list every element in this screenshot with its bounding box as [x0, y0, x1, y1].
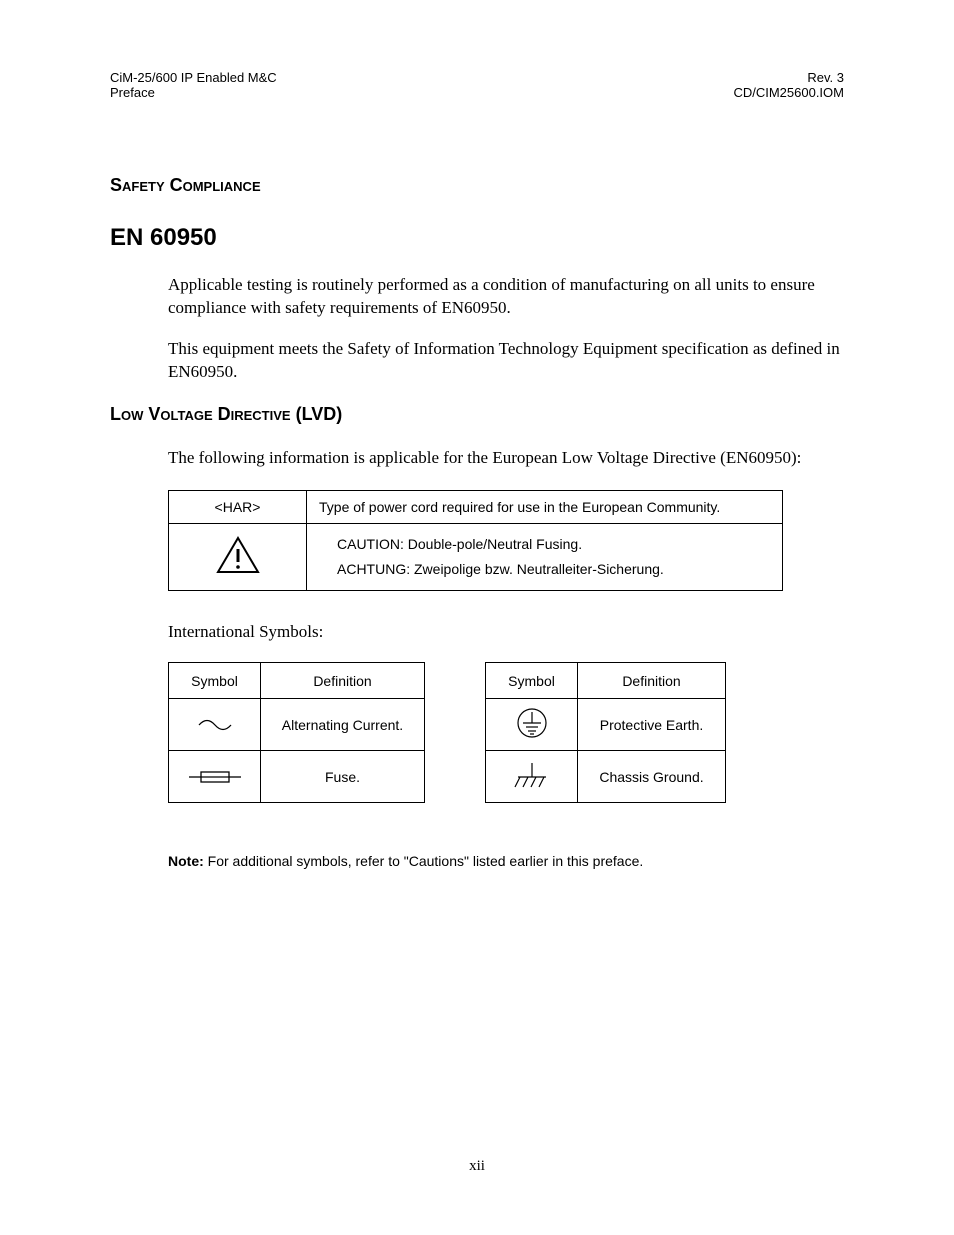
paragraph-3: The following information is applicable …	[168, 447, 844, 470]
har-cell: <HAR>	[169, 490, 307, 523]
table-row: Fuse.	[169, 751, 425, 803]
har-table-row-2: CAUTION: Double-pole/Neutral Fusing. ACH…	[169, 523, 783, 590]
chassis-symbol-cell	[486, 751, 578, 803]
ac-symbol-cell	[169, 699, 261, 751]
pe-symbol-cell	[486, 699, 578, 751]
lvd-heading-text: Low Voltage Directive	[110, 404, 291, 424]
caution-text-cell: CAUTION: Double-pole/Neutral Fusing. ACH…	[307, 523, 783, 590]
table-header-row: Symbol Definition	[169, 663, 425, 699]
header-right: Rev. 3 CD/CIM25600.IOM	[733, 70, 844, 100]
symbols-table-2: Symbol Definition Protective Earth.	[485, 662, 726, 803]
en-60950-heading: EN 60950	[110, 224, 844, 252]
header-left-line1: CiM-25/600 IP Enabled M&C	[110, 70, 277, 85]
table-row: Alternating Current.	[169, 699, 425, 751]
table-header-row: Symbol Definition	[486, 663, 726, 699]
chassis-ground-icon	[486, 761, 577, 793]
safety-compliance-heading: Safety Compliance	[110, 175, 844, 196]
lvd-heading: Low Voltage Directive (LVD)	[110, 404, 844, 425]
har-table-row-1: <HAR> Type of power cord required for us…	[169, 490, 783, 523]
col-definition: Definition	[578, 663, 726, 699]
symbols-table-1: Symbol Definition Alternating Current.	[168, 662, 425, 803]
chassis-def-cell: Chassis Ground.	[578, 751, 726, 803]
intl-symbols-label: International Symbols:	[168, 621, 844, 644]
protective-earth-icon	[486, 706, 577, 744]
pe-def-cell: Protective Earth.	[578, 699, 726, 751]
col-definition: Definition	[261, 663, 425, 699]
fuse-icon	[169, 769, 260, 785]
paragraph-2: This equipment meets the Safety of Infor…	[168, 338, 844, 384]
warning-icon-cell	[169, 523, 307, 590]
fuse-symbol-cell	[169, 751, 261, 803]
ac-def-cell: Alternating Current.	[261, 699, 425, 751]
ac-icon	[169, 718, 260, 732]
caution-line: CAUTION: Double-pole/Neutral Fusing.	[337, 532, 770, 557]
table-row: Protective Earth.	[486, 699, 726, 751]
table-row: Chassis Ground.	[486, 751, 726, 803]
page-header: CiM-25/600 IP Enabled M&C Preface Rev. 3…	[110, 70, 844, 100]
note-text: For additional symbols, refer to "Cautio…	[204, 853, 643, 869]
header-right-line1: Rev. 3	[807, 70, 844, 85]
col-symbol: Symbol	[169, 663, 261, 699]
har-table: <HAR> Type of power cord required for us…	[168, 490, 783, 591]
har-description-cell: Type of power cord required for use in t…	[307, 490, 783, 523]
lvd-heading-paren: (LVD)	[296, 404, 343, 424]
header-left: CiM-25/600 IP Enabled M&C Preface	[110, 70, 277, 100]
fuse-def-cell: Fuse.	[261, 751, 425, 803]
symbols-tables-row: Symbol Definition Alternating Current.	[168, 662, 844, 803]
note-paragraph: Note: For additional symbols, refer to "…	[168, 853, 844, 869]
achtung-line: ACHTUNG: Zweipolige bzw. Neutralleiter-S…	[337, 557, 770, 582]
header-right-line2: CD/CIM25600.IOM	[733, 85, 844, 100]
page-number: xii	[0, 1158, 954, 1175]
paragraph-1: Applicable testing is routinely performe…	[168, 274, 844, 320]
warning-triangle-icon	[216, 536, 260, 574]
col-symbol: Symbol	[486, 663, 578, 699]
note-label: Note:	[168, 853, 204, 869]
header-left-line2: Preface	[110, 85, 277, 100]
